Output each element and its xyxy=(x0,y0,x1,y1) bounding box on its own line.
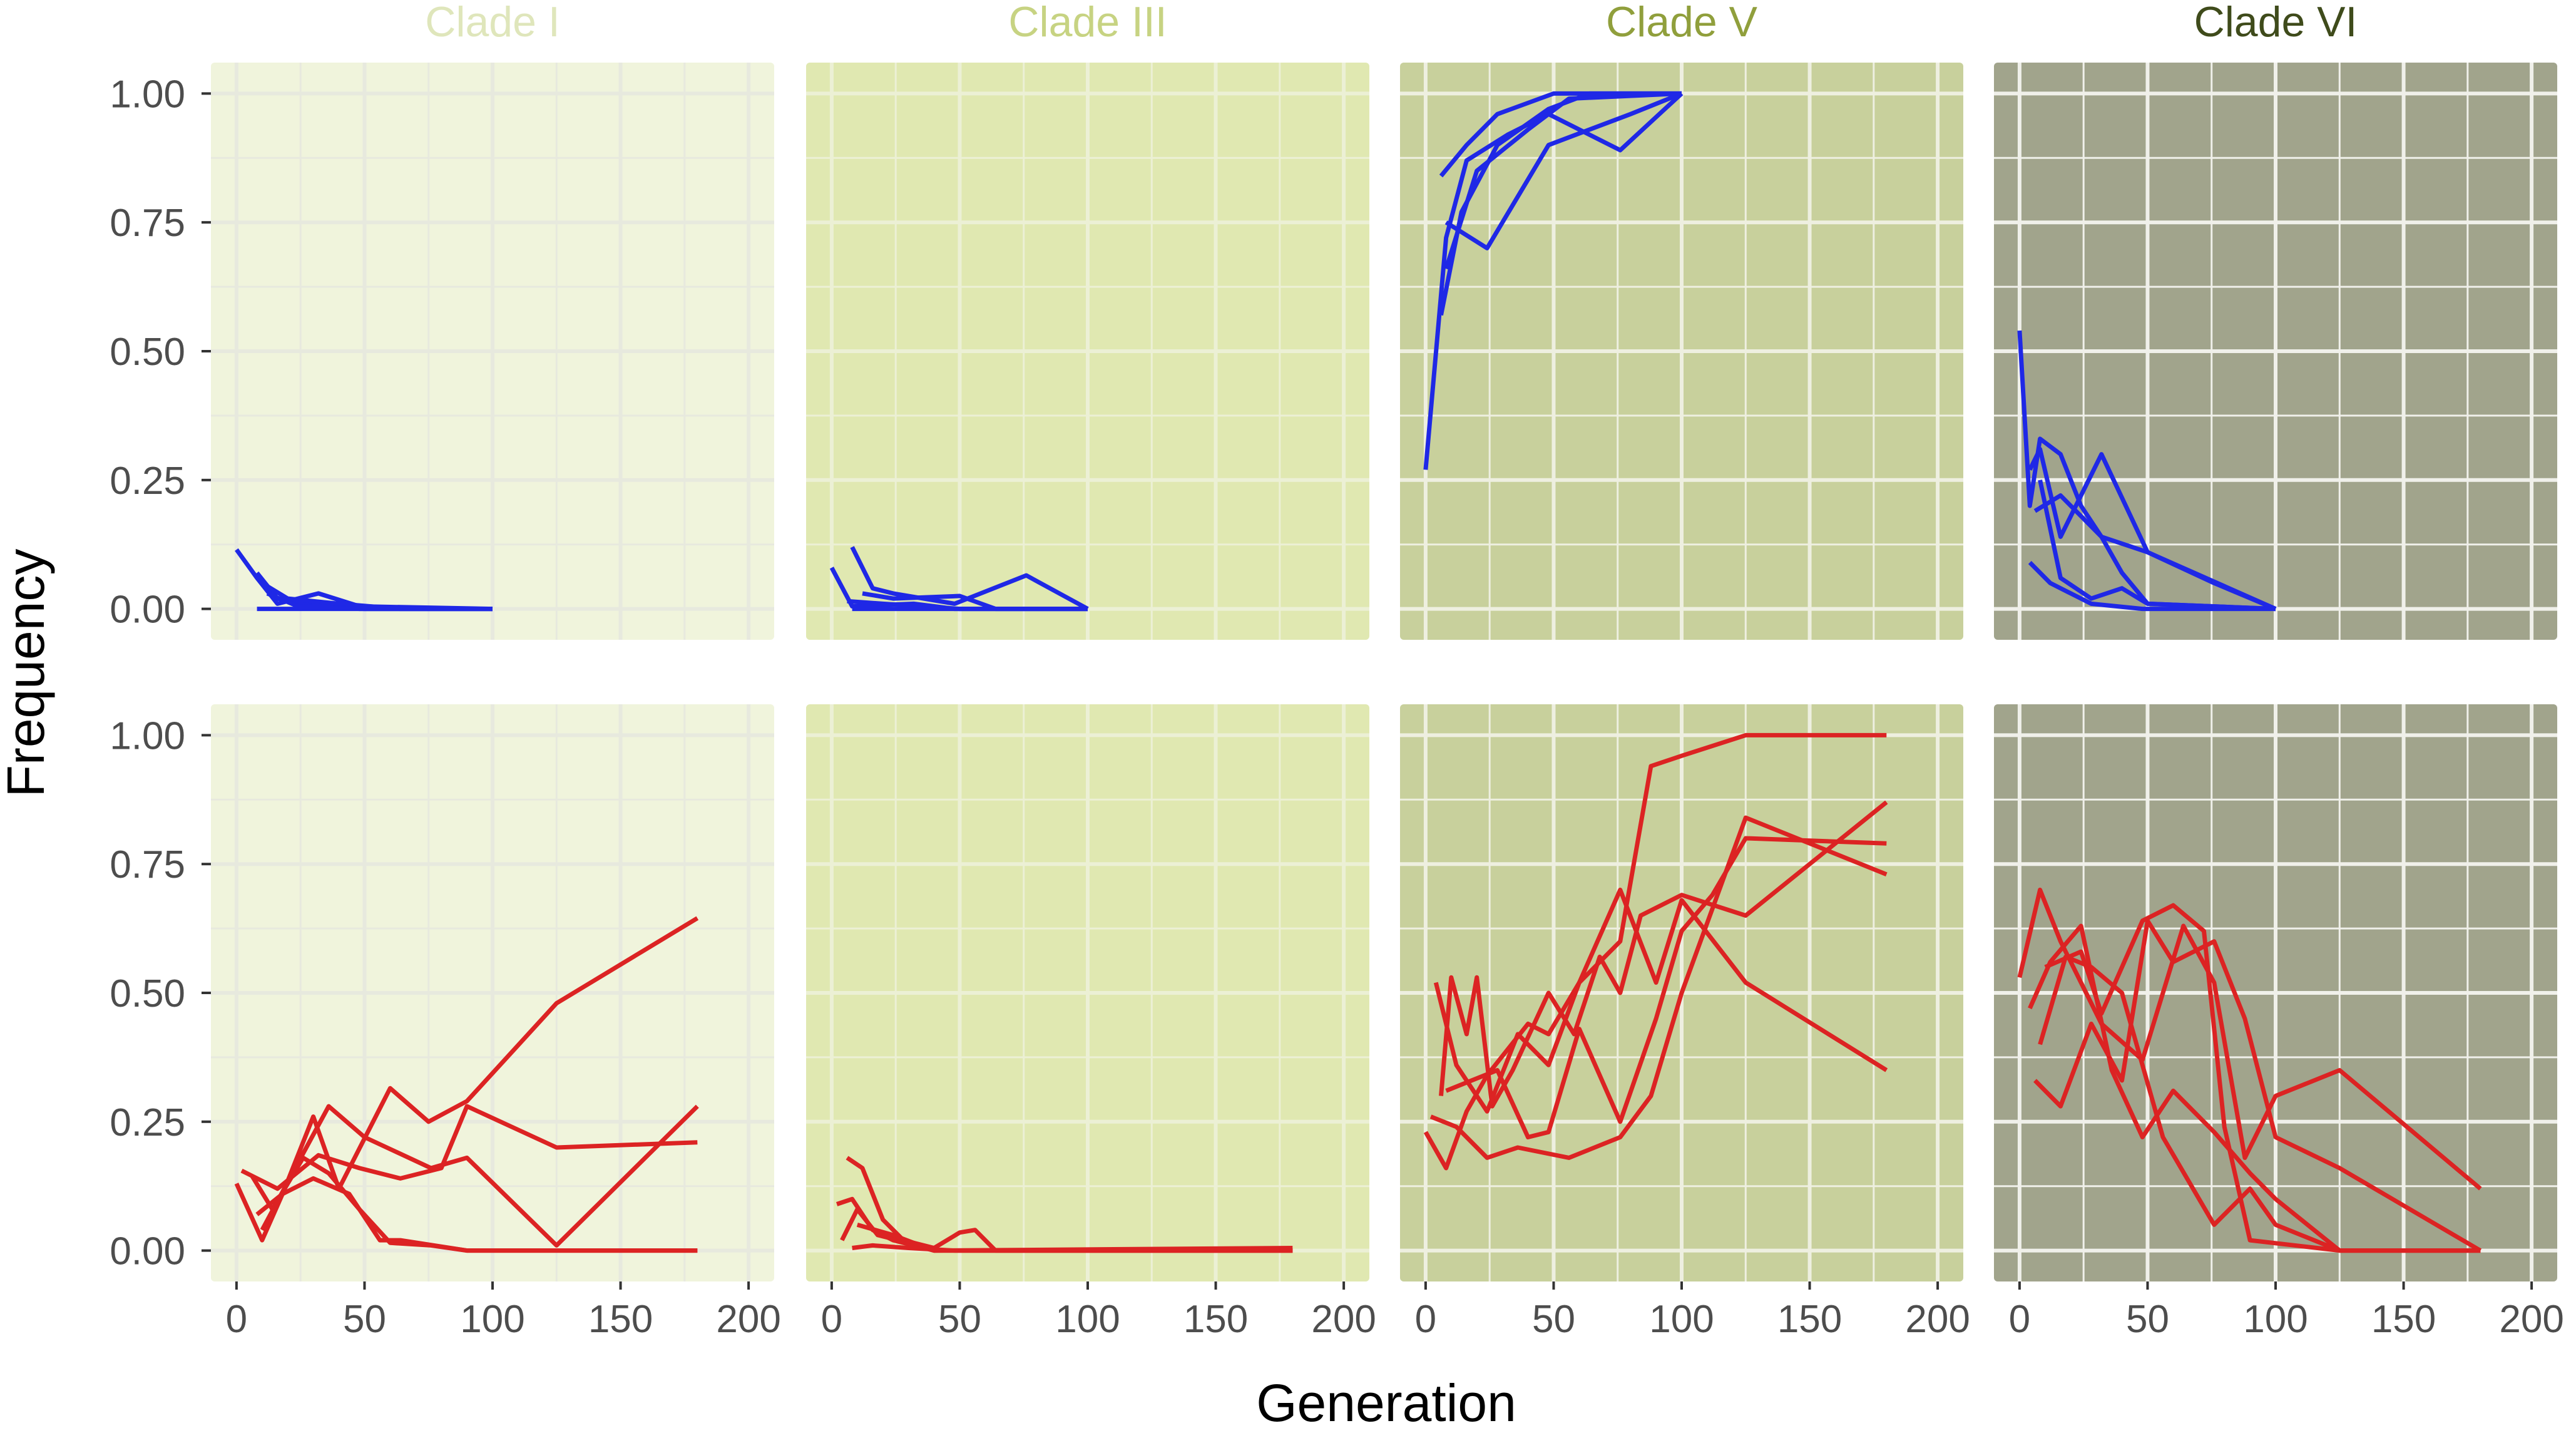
x-tick-label: 0 xyxy=(226,1298,247,1341)
x-tick-label: 50 xyxy=(938,1298,981,1341)
series-line-red-5 xyxy=(856,1223,1293,1253)
x-axis: 0 50 100 150 200 0 50 100 150 200 0 50 100 150 200 0 50 1… xyxy=(226,1281,2564,1341)
y-tick-label: 0.75 xyxy=(110,843,185,886)
series-line-red-4 xyxy=(255,1176,698,1253)
panel-2-red xyxy=(806,704,1369,1281)
x-tick-label: 100 xyxy=(1649,1298,1714,1341)
series-line-red-4 xyxy=(1429,815,1888,1160)
x-axis-title: Generation xyxy=(1256,1374,1516,1432)
y-tick-label: 1.00 xyxy=(110,73,185,116)
panel-2-blue xyxy=(806,63,1369,640)
x-tick-label: 0 xyxy=(1415,1298,1436,1341)
series-line-blue-4 xyxy=(2028,561,2276,612)
x-tick-label: 150 xyxy=(2371,1298,2436,1341)
series-line-red-3 xyxy=(1433,887,1888,1114)
series-line-red-5 xyxy=(1445,836,1887,1139)
plot-panels xyxy=(211,63,2557,1281)
series-line-red-4 xyxy=(2038,954,2481,1253)
panel-4-blue xyxy=(1994,63,2557,640)
series-line-red-2 xyxy=(1439,800,1888,1109)
y-tick-label: 0.50 xyxy=(110,331,185,374)
panel-1-red xyxy=(211,704,774,1281)
series-line-red-1 xyxy=(2017,887,2482,1191)
series-line-red-5 xyxy=(2044,903,2481,1253)
y-tick-label: 0.00 xyxy=(110,588,185,632)
x-tick-label: 200 xyxy=(2499,1298,2563,1341)
x-tick-label: 0 xyxy=(2009,1298,2030,1341)
series-line-blue-2 xyxy=(2028,446,2277,611)
panel-1-blue xyxy=(211,63,774,640)
strip-title: Clade V xyxy=(1606,0,1758,46)
x-tick-label: 100 xyxy=(2243,1298,2308,1341)
series-line-blue-4 xyxy=(1444,91,1683,250)
series-line-blue-1 xyxy=(1423,91,1684,470)
y-tick-label: 1.00 xyxy=(110,714,185,757)
series-line-red-1 xyxy=(1423,732,1887,1171)
y-axis-title: Frequency xyxy=(0,549,55,798)
strip-title: Clade I xyxy=(425,0,560,46)
series-line-blue-3 xyxy=(1444,91,1682,270)
series-line-red-2 xyxy=(2028,923,2481,1253)
series-line-blue-5 xyxy=(1439,91,1682,178)
x-tick-label: 100 xyxy=(1055,1298,1120,1341)
y-tick-label: 0.75 xyxy=(110,202,185,245)
y-tick-label: 0.25 xyxy=(110,460,185,503)
series-line-red-5 xyxy=(260,1104,699,1248)
y-tick-label: 0.00 xyxy=(110,1230,185,1273)
x-tick-label: 150 xyxy=(588,1298,653,1341)
x-tick-label: 200 xyxy=(716,1298,780,1341)
x-tick-label: 100 xyxy=(460,1298,524,1341)
x-tick-label: 150 xyxy=(1183,1298,1248,1341)
panel-3-blue xyxy=(1400,63,1963,640)
panel-3-red xyxy=(1400,704,1963,1281)
y-tick-label: 0.50 xyxy=(110,972,185,1015)
y-axis: 0.00 0.25 0.50 0.75 1.00 0.00 0.25 0.50 0.75 1.00 xyxy=(110,73,211,1273)
strip-title: Clade VI xyxy=(2194,0,2358,46)
x-tick-label: 200 xyxy=(1311,1298,1376,1341)
strip-titles: Clade I Clade III Clade V Clade VI xyxy=(425,0,2357,46)
x-tick-label: 50 xyxy=(2126,1298,2169,1341)
x-tick-label: 200 xyxy=(1905,1298,1970,1341)
x-tick-label: 0 xyxy=(821,1298,842,1341)
panel-4-red xyxy=(1994,704,2557,1281)
y-tick-label: 0.25 xyxy=(110,1101,185,1144)
x-tick-label: 150 xyxy=(1777,1298,1842,1341)
series-line-red-3 xyxy=(2033,918,2482,1253)
series-line-blue-5 xyxy=(2038,480,2276,612)
x-tick-label: 50 xyxy=(343,1298,386,1341)
x-tick-label: 50 xyxy=(1532,1298,1575,1341)
strip-title: Clade III xyxy=(1008,0,1167,46)
